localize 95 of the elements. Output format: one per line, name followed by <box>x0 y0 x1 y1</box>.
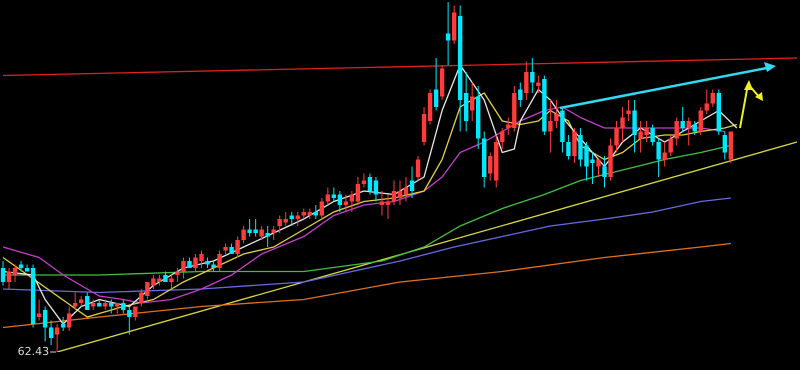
candlestick <box>229 243 234 254</box>
candlestick <box>410 166 414 198</box>
candlestick <box>187 257 192 268</box>
candlestick <box>542 75 547 136</box>
candlestick <box>344 194 348 212</box>
candlestick <box>626 100 631 122</box>
candlestick <box>584 142 589 181</box>
candlestick <box>314 204 318 220</box>
candlestick <box>320 198 324 220</box>
candlestick <box>674 117 679 146</box>
candlestick <box>554 100 559 128</box>
candlestick <box>530 58 535 94</box>
candlestick <box>716 89 721 136</box>
candlestick <box>572 128 577 164</box>
candlestick <box>296 212 300 226</box>
candlestick <box>18 260 24 272</box>
candlestick <box>380 190 384 216</box>
candlestick <box>211 260 216 272</box>
candlestick <box>121 299 126 314</box>
candlestick <box>42 306 48 342</box>
candlestick <box>66 306 72 332</box>
candlestick <box>169 274 174 290</box>
candlestick <box>632 100 637 153</box>
candlestick <box>109 299 114 314</box>
candlestick <box>434 58 438 111</box>
candlestick <box>223 243 228 254</box>
candlestick <box>85 292 90 310</box>
candlestick <box>686 117 691 146</box>
candlestick <box>440 64 444 100</box>
candlestick <box>235 236 240 258</box>
candlestick <box>470 82 474 122</box>
candlestick <box>578 128 583 167</box>
candlestick <box>548 100 553 153</box>
candlestick <box>536 75 541 94</box>
candlestick <box>54 324 60 352</box>
candlestick <box>72 292 78 310</box>
candlestick <box>133 306 138 321</box>
candlestick <box>290 212 294 226</box>
candlestick <box>698 106 703 136</box>
candlestick <box>36 299 42 321</box>
candlestick <box>205 257 210 268</box>
candlestick <box>476 86 480 150</box>
candlestick <box>524 61 529 100</box>
candlestick <box>608 138 613 181</box>
candlestick <box>271 226 276 240</box>
candlestick <box>398 180 402 206</box>
candlestick <box>680 106 685 132</box>
candlestick <box>60 316 66 332</box>
candlestick <box>386 194 390 220</box>
candlestick <box>518 82 522 108</box>
candlestick <box>728 132 734 164</box>
candlestick <box>500 128 504 150</box>
candlestick <box>6 268 12 290</box>
candlestick <box>668 134 673 156</box>
candlestick <box>79 296 84 307</box>
annotation: 62.43 <box>18 344 50 358</box>
candlestick <box>662 142 667 167</box>
candlestick <box>446 2 450 66</box>
candlestick <box>127 306 132 335</box>
candlestick <box>710 89 715 108</box>
candlestick <box>97 299 102 306</box>
candlestick <box>48 320 54 346</box>
candlestick <box>416 156 420 181</box>
candlestick <box>103 299 108 310</box>
candlestick <box>590 152 595 184</box>
candlestick <box>722 131 728 160</box>
candlestick <box>217 250 222 272</box>
candlestick <box>392 180 396 206</box>
candlestick <box>620 106 625 142</box>
candlestick <box>175 268 180 282</box>
candlestick <box>326 187 330 206</box>
candlestick <box>181 257 186 279</box>
candlestick <box>0 260 6 286</box>
candlestick <box>12 264 18 282</box>
candlestick <box>602 156 607 188</box>
candlestick <box>656 138 661 178</box>
candlestick <box>596 160 601 178</box>
candlestick <box>362 173 366 188</box>
candlestick <box>163 271 168 282</box>
candlestick <box>482 131 486 188</box>
candlestick <box>259 226 264 240</box>
candlestick <box>199 250 204 268</box>
candlestick <box>193 254 198 272</box>
candlestick <box>560 106 565 153</box>
candlestick <box>704 89 709 114</box>
candlestick <box>566 134 571 160</box>
candlestick <box>404 176 408 202</box>
candlestick <box>91 299 96 310</box>
candlestick <box>115 303 120 314</box>
candlestick <box>614 120 619 153</box>
candlestick <box>692 120 697 136</box>
candlestick <box>241 226 246 244</box>
candlestick <box>265 226 270 248</box>
candlestick <box>452 5 456 44</box>
candlestick <box>650 124 655 146</box>
